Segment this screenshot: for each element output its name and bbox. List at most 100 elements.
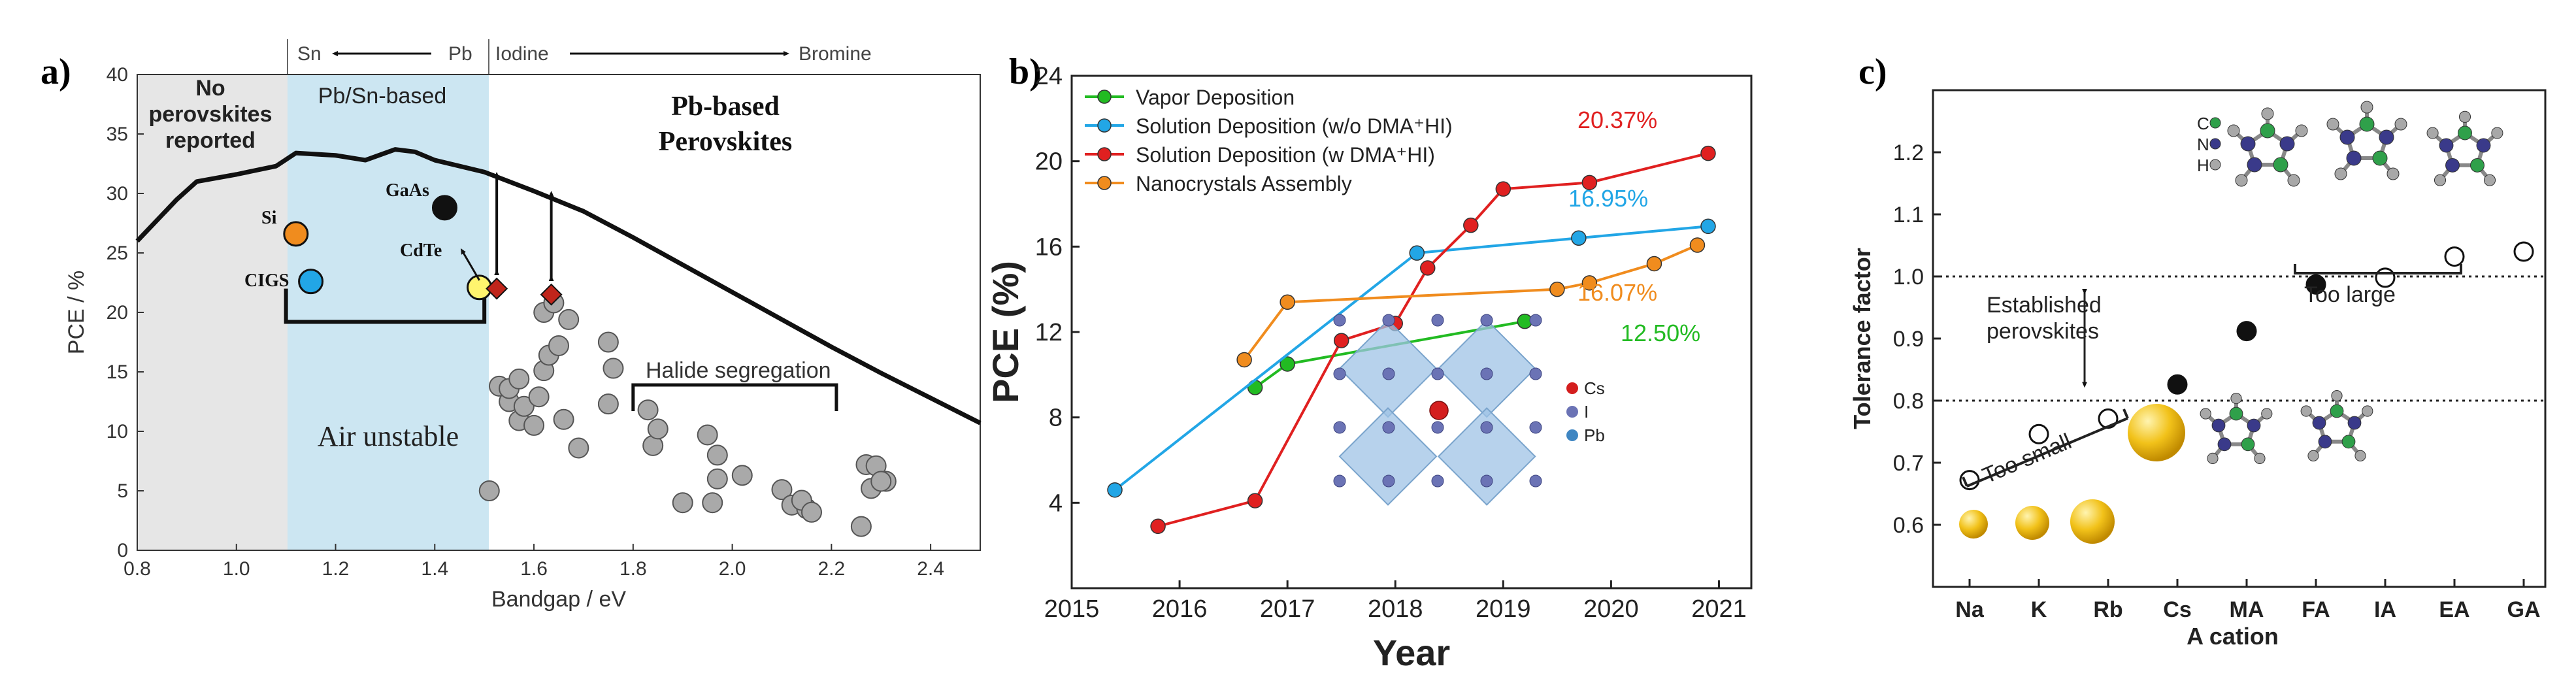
iodide-atom bbox=[1382, 421, 1395, 434]
series-point bbox=[1571, 230, 1587, 246]
top-label-bromine: Bromine bbox=[799, 43, 872, 65]
iodide-atom bbox=[1431, 367, 1444, 380]
x-axis-label: A cation bbox=[2187, 623, 2279, 650]
perovskite-point bbox=[850, 516, 872, 537]
x-tick-label: Rb bbox=[2093, 597, 2122, 622]
heavy-atom bbox=[2476, 138, 2491, 153]
legend-entry: Nanocrystals Assembly bbox=[1136, 172, 1352, 195]
legend-swatch-marker bbox=[1097, 147, 1112, 161]
iodide-atom bbox=[1333, 367, 1346, 380]
established-line2: perovskites bbox=[1987, 319, 2099, 344]
perovskite-point bbox=[647, 418, 669, 440]
hydrogen-atom bbox=[2394, 118, 2407, 131]
label-cdte: CdTe bbox=[400, 241, 442, 261]
series-point bbox=[1280, 294, 1295, 310]
iodide-atom bbox=[1333, 474, 1346, 488]
perovskite-point bbox=[528, 386, 550, 408]
perovskite-point bbox=[553, 408, 574, 430]
perovskite-crystal-inset: Cs I Pb bbox=[1333, 314, 1605, 506]
iodide-atom bbox=[1480, 474, 1493, 488]
perovskite-point bbox=[870, 471, 892, 492]
top-label-pb: Pb bbox=[448, 43, 472, 65]
reference-cell-si bbox=[283, 221, 309, 247]
hydrogen-atom bbox=[2261, 107, 2274, 120]
iodide-atom bbox=[1480, 367, 1493, 380]
established-line1: Established bbox=[1987, 293, 2102, 318]
iodide-atom bbox=[1431, 474, 1444, 488]
x-tick-label: 1.2 bbox=[322, 558, 350, 580]
hydrogen-atom bbox=[2235, 174, 2248, 187]
x-tick-label: EA bbox=[2439, 597, 2469, 622]
heavy-atom bbox=[2347, 416, 2362, 430]
hydrogen-atom bbox=[2307, 450, 2319, 462]
heavy-atom bbox=[2211, 418, 2226, 433]
series-point bbox=[1420, 260, 1436, 276]
series-point bbox=[1107, 482, 1123, 498]
y-tick-label: 1.2 bbox=[1893, 141, 1924, 165]
panel-a-label: a) bbox=[41, 52, 71, 92]
cdte-arrow bbox=[461, 248, 480, 281]
y-tick-label: 16 bbox=[1035, 233, 1063, 261]
hydrogen-atom bbox=[2334, 167, 2347, 180]
series-point bbox=[1689, 237, 1706, 253]
too-large-bracket bbox=[2294, 264, 2462, 274]
octahedron bbox=[1338, 407, 1438, 506]
x-tick-label: 1.4 bbox=[421, 558, 448, 580]
region-pbsn-label: Pb/Sn-based bbox=[318, 84, 447, 108]
perovskite-point bbox=[672, 492, 693, 514]
x-tick-label: Na bbox=[1955, 597, 1985, 622]
series-point bbox=[1581, 275, 1598, 291]
air-unstable-bracket bbox=[284, 288, 487, 324]
perovskite-point bbox=[558, 308, 580, 330]
heavy-atom bbox=[2279, 136, 2295, 152]
panel-a-region-pbsn bbox=[288, 75, 489, 550]
legend-nitrogen-dot bbox=[2209, 138, 2221, 150]
tolerance-point bbox=[2513, 241, 2534, 262]
y-tick-label: 0.7 bbox=[1893, 451, 1924, 476]
heavy-atom bbox=[2341, 435, 2356, 449]
perovskite-point bbox=[513, 395, 535, 417]
iodide-atom bbox=[1382, 367, 1395, 380]
hydrogen-atom bbox=[2426, 127, 2439, 139]
y-tick-label: 8 bbox=[1049, 405, 1063, 432]
iodide-atom bbox=[1529, 421, 1542, 434]
reference-cell-cigs bbox=[298, 269, 324, 295]
iodide-atom bbox=[1529, 474, 1542, 488]
perovskite-point bbox=[697, 424, 718, 446]
heavy-atom bbox=[2439, 138, 2454, 153]
too-small-label: Too small bbox=[1979, 429, 2075, 488]
perovskite-point bbox=[597, 331, 619, 353]
reference-cell-gaas bbox=[431, 195, 457, 221]
heavy-atom bbox=[2241, 437, 2255, 452]
y-tick-label: 5 bbox=[117, 480, 128, 502]
hydrogen-atom bbox=[2326, 118, 2339, 131]
heavy-atom bbox=[2312, 416, 2326, 430]
molecule-illustrations bbox=[1959, 101, 2503, 544]
y-tick-label: 4 bbox=[1049, 490, 1063, 517]
legend-h: H bbox=[2197, 156, 2209, 175]
top-label-sn: Sn bbox=[297, 43, 322, 65]
y-tick-label: 0 bbox=[117, 540, 128, 561]
octahedron bbox=[1437, 407, 1536, 506]
perovskite-point bbox=[478, 480, 500, 501]
perovskite-point bbox=[706, 444, 728, 466]
top-label-iodine: Iodine bbox=[495, 43, 549, 65]
legend-hydrogen-dot bbox=[2209, 159, 2221, 171]
cation-sphere bbox=[2070, 499, 2115, 544]
halide-segregation-label: Halide segregation bbox=[646, 358, 831, 383]
hydrogen-atom bbox=[2207, 452, 2219, 465]
heavy-atom bbox=[2217, 437, 2232, 452]
x-tick-label: 2016 bbox=[1152, 595, 1208, 623]
x-tick-label: 2.0 bbox=[719, 558, 746, 580]
series-point bbox=[1495, 181, 1511, 197]
hydrogen-atom bbox=[2491, 127, 2503, 139]
x-tick-label: 1.8 bbox=[619, 558, 647, 580]
region-none-line3: reported bbox=[165, 128, 256, 153]
y-tick-label: 0.8 bbox=[1893, 389, 1924, 414]
panel-a-plot: 0.8 1.0 1.2 1.4 1.6 1.8 2.0 2.2 2.4 0 5 10 15 20 25 30 3… bbox=[64, 64, 982, 612]
y-tick-label: 20 bbox=[1035, 148, 1063, 176]
panel-c-label: c) bbox=[1858, 52, 1887, 92]
panel-c-plot: 0.6 0.7 0.8 0.9 1.0 1.1 1.2 Na K Rb Cs MA FA IA EA GA A … bbox=[1849, 89, 2547, 650]
hydrogen-atom bbox=[2227, 124, 2240, 137]
